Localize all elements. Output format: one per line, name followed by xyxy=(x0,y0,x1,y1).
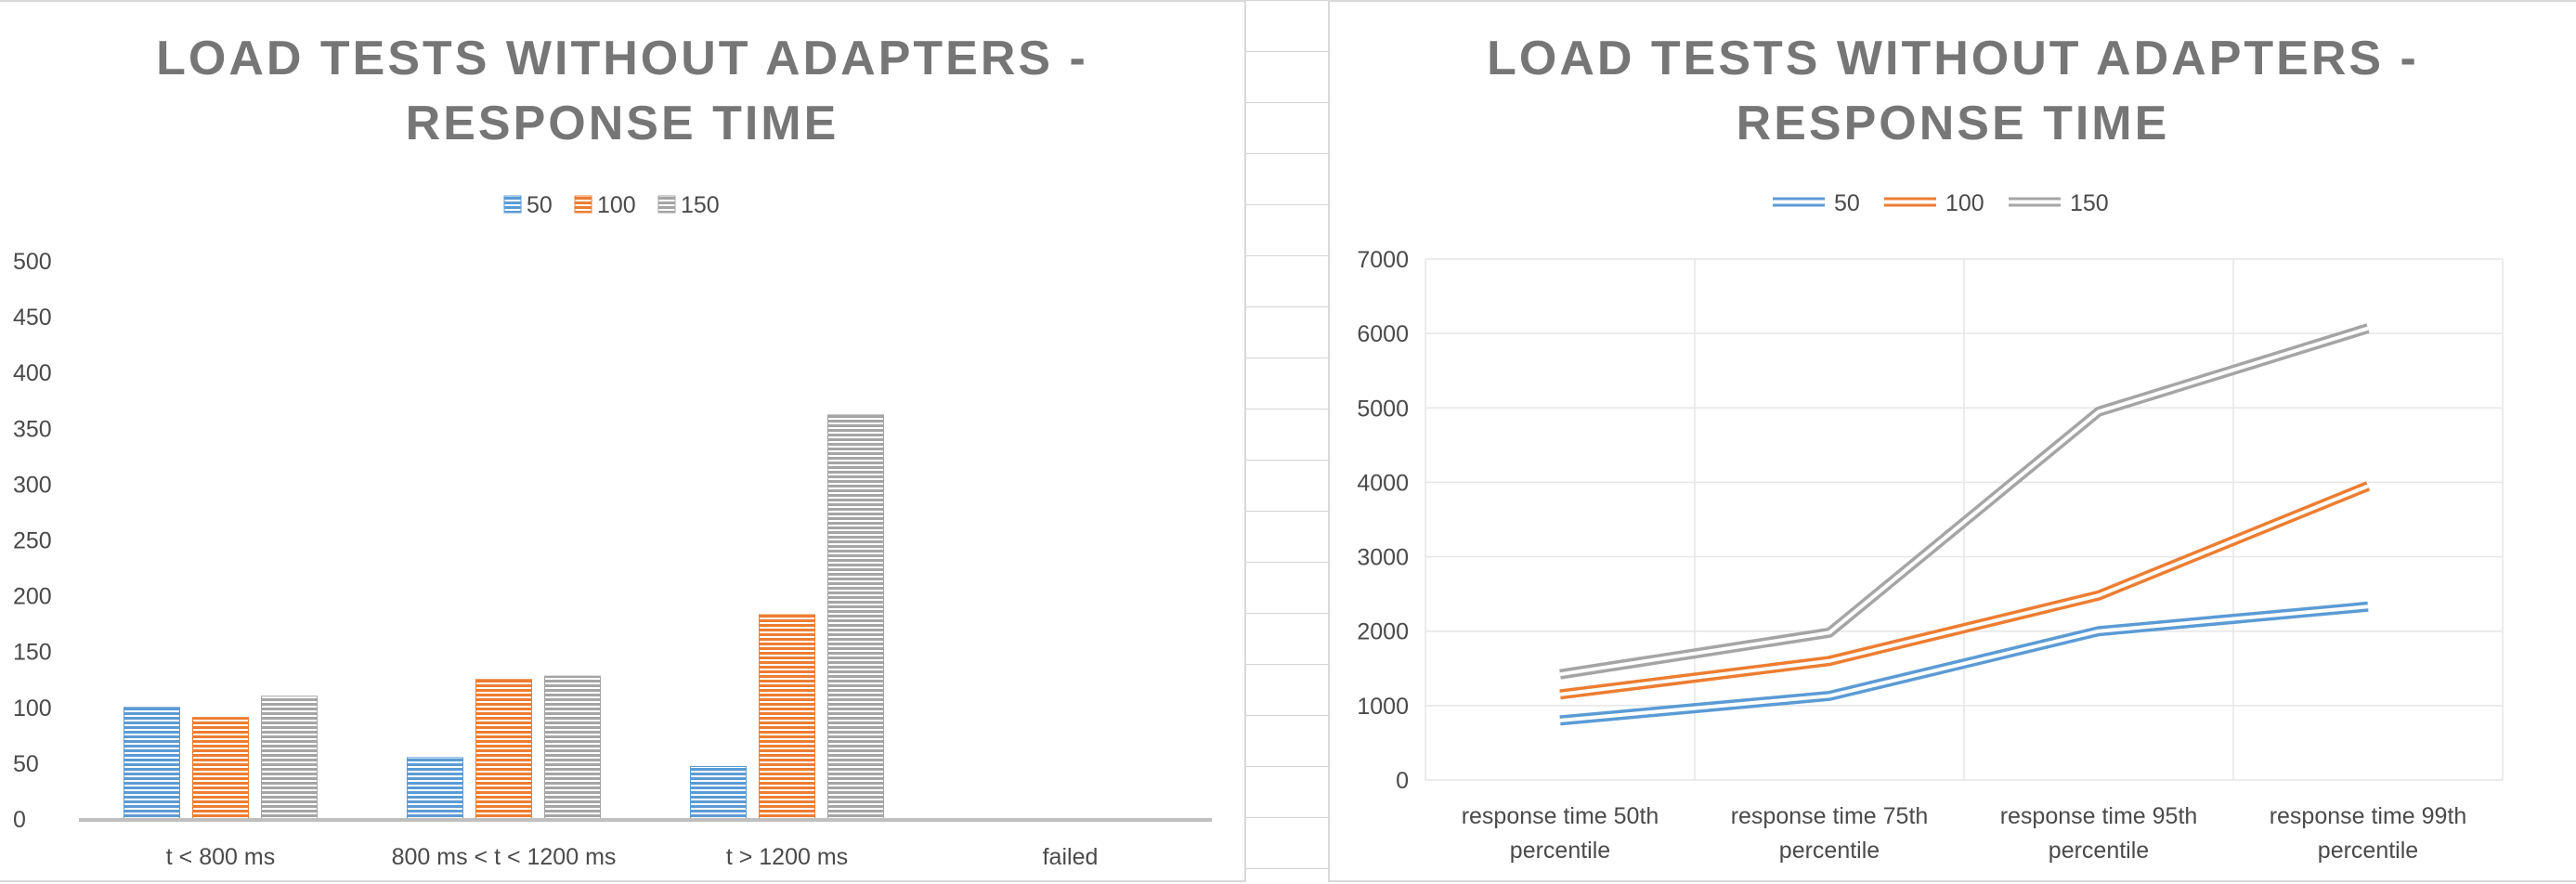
bar-100-t-1200-ms xyxy=(759,614,815,820)
x-category-label: percentile xyxy=(1779,838,1880,864)
line-series-50-inner xyxy=(1559,604,2369,722)
chart-title-line-2: RESPONSE TIME xyxy=(405,97,839,150)
y-tick-label: 200 xyxy=(13,584,52,610)
chart-title: LOAD TESTS WITHOUT ADAPTERS - RESPONSE T… xyxy=(0,26,1244,156)
spreadsheet-gridlines xyxy=(1244,0,1329,882)
y-tick-label: 350 xyxy=(13,416,52,442)
x-category-label: failed xyxy=(1043,844,1099,870)
chart-title-line-1: LOAD TESTS WITHOUT ADAPTERS - xyxy=(1487,32,2419,85)
line-series-100-inner xyxy=(1559,484,2369,696)
x-category-label: percentile xyxy=(1510,838,1610,864)
bar-50-800-ms-t-1200-ms xyxy=(407,757,463,820)
line-chart-plot: 0 1000 2000 3000 4000 5000 6000 7000 response ti… xyxy=(1357,190,2504,864)
bar-chart-panel[interactable]: LOAD TESTS WITHOUT ADAPTERS - RESPONSE T… xyxy=(0,0,1246,882)
bar-50-t-1200-ms xyxy=(690,766,747,820)
bar-150-800-ms-t-1200-ms xyxy=(544,675,601,820)
x-category-label: response time 95th xyxy=(2000,803,2198,829)
y-tick-label: 0 xyxy=(1396,768,1409,794)
y-tick-label: 500 xyxy=(13,249,52,275)
x-category-label: response time 75th xyxy=(1731,803,1929,829)
bar-150-t-1200-ms xyxy=(827,414,884,820)
x-category-label: percentile xyxy=(2049,838,2149,864)
y-tick-label: 2000 xyxy=(1357,619,1409,645)
chart-title-line-1: LOAD TESTS WITHOUT ADAPTERS - xyxy=(156,32,1088,85)
bar-chart-plot: 0 50 100 150 200 250 300 350 400 450 500 t < 800 ms… xyxy=(13,192,1212,870)
y-tick-label: 150 xyxy=(13,640,52,666)
bar-100-t-800-ms xyxy=(192,717,249,820)
x-category-label: t < 800 ms xyxy=(166,844,275,870)
y-tick-label: 100 xyxy=(13,696,52,722)
y-tick-label: 250 xyxy=(13,528,52,554)
bar-50-t-800-ms xyxy=(124,707,180,820)
x-category-label: response time 50th xyxy=(1462,803,1659,829)
y-tick-label: 3000 xyxy=(1357,545,1409,571)
line-series-150-inner xyxy=(1559,326,2369,677)
legend-swatch-100 xyxy=(574,195,592,214)
legend-label-100: 100 xyxy=(1945,190,1984,216)
chart-title-line-2: RESPONSE TIME xyxy=(1736,97,2170,150)
legend-label-150: 150 xyxy=(681,192,720,218)
x-category-label: 800 ms < t < 1200 ms xyxy=(392,844,617,870)
x-category-label: percentile xyxy=(2318,838,2418,864)
y-tick-label: 450 xyxy=(13,305,52,331)
y-tick-label: 300 xyxy=(13,472,52,498)
y-tick-label: 50 xyxy=(13,751,39,777)
y-tick-label: 1000 xyxy=(1357,694,1409,720)
legend-swatch-150 xyxy=(657,195,676,214)
line-chart-panel[interactable]: LOAD TESTS WITHOUT ADAPTERS - RESPONSE T… xyxy=(1328,0,2576,882)
bar-100-800-ms-t-1200-ms xyxy=(475,679,532,820)
y-tick-label: 4000 xyxy=(1357,470,1409,496)
y-tick-label: 5000 xyxy=(1357,396,1409,422)
chart-title: LOAD TESTS WITHOUT ADAPTERS - RESPONSE T… xyxy=(1330,26,2576,156)
y-tick-label: 400 xyxy=(13,360,52,386)
legend-label-50: 50 xyxy=(1834,190,1860,216)
x-category-label: response time 99th xyxy=(2270,803,2467,829)
y-tick-label: 6000 xyxy=(1357,321,1409,347)
bar-150-t-800-ms xyxy=(261,696,318,820)
legend-swatch-50 xyxy=(503,195,522,214)
y-tick-label: 7000 xyxy=(1357,247,1409,273)
x-category-label: t > 1200 ms xyxy=(726,844,848,870)
legend-label-150: 150 xyxy=(2070,190,2109,216)
legend-label-100: 100 xyxy=(597,192,636,218)
legend-label-50: 50 xyxy=(527,192,553,218)
y-tick-label: 0 xyxy=(13,807,26,833)
